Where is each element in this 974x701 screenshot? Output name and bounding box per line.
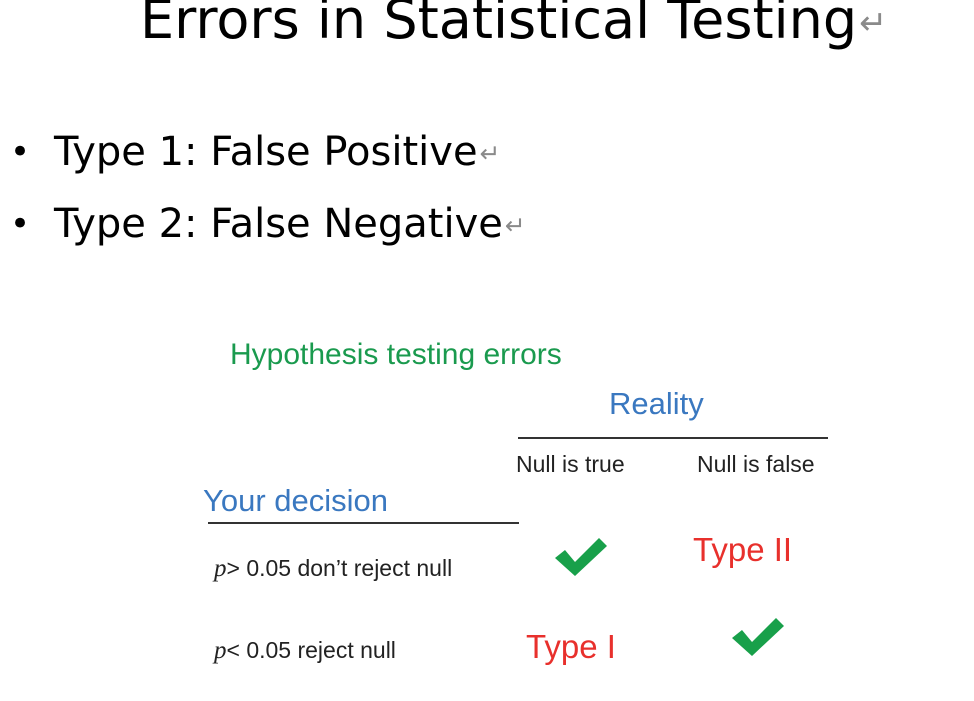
row-condition: < 0.05 reject null xyxy=(226,637,396,663)
slide-title: Errors in Statistical Testing↵ xyxy=(140,0,887,55)
row-label-dont-reject: p> 0.05 don’t reject null xyxy=(214,555,452,583)
return-mark-icon: ↵ xyxy=(504,211,526,241)
decision-label: Your decision xyxy=(203,483,388,518)
column-header-null-false: Null is false xyxy=(697,451,815,477)
reality-label: Reality xyxy=(609,386,704,421)
row-label-reject: p< 0.05 reject null xyxy=(214,637,396,665)
bullet-text: Type 1: False Positive xyxy=(54,129,478,175)
column-header-null-true: Null is true xyxy=(516,451,625,477)
bullet-text: Type 2: False Negative xyxy=(54,201,503,247)
type-ii-error-label: Type II xyxy=(693,531,793,568)
reality-divider xyxy=(518,437,828,439)
p-symbol: p xyxy=(214,637,227,664)
bullet-dot-icon: • xyxy=(10,204,31,244)
return-mark-icon: ↵ xyxy=(479,139,501,169)
bullet-dot-icon: • xyxy=(10,132,31,172)
type-i-error-label: Type I xyxy=(526,628,616,665)
row-condition: > 0.05 don’t reject null xyxy=(226,555,453,581)
bullet-item: • Type 1: False Positive↵ xyxy=(10,126,526,198)
p-symbol: p xyxy=(214,555,227,582)
return-mark-icon: ↵ xyxy=(859,2,888,42)
checkmark-icon xyxy=(732,618,784,656)
bullet-item: • Type 2: False Negative↵ xyxy=(10,198,526,270)
checkmark-icon xyxy=(555,538,607,576)
decision-divider xyxy=(208,522,519,524)
figure-title: Hypothesis testing errors xyxy=(230,338,562,371)
bullet-list: • Type 1: False Positive↵ • Type 2: False … xyxy=(10,126,526,270)
slide-title-text: Errors in Statistical Testing xyxy=(140,0,858,51)
